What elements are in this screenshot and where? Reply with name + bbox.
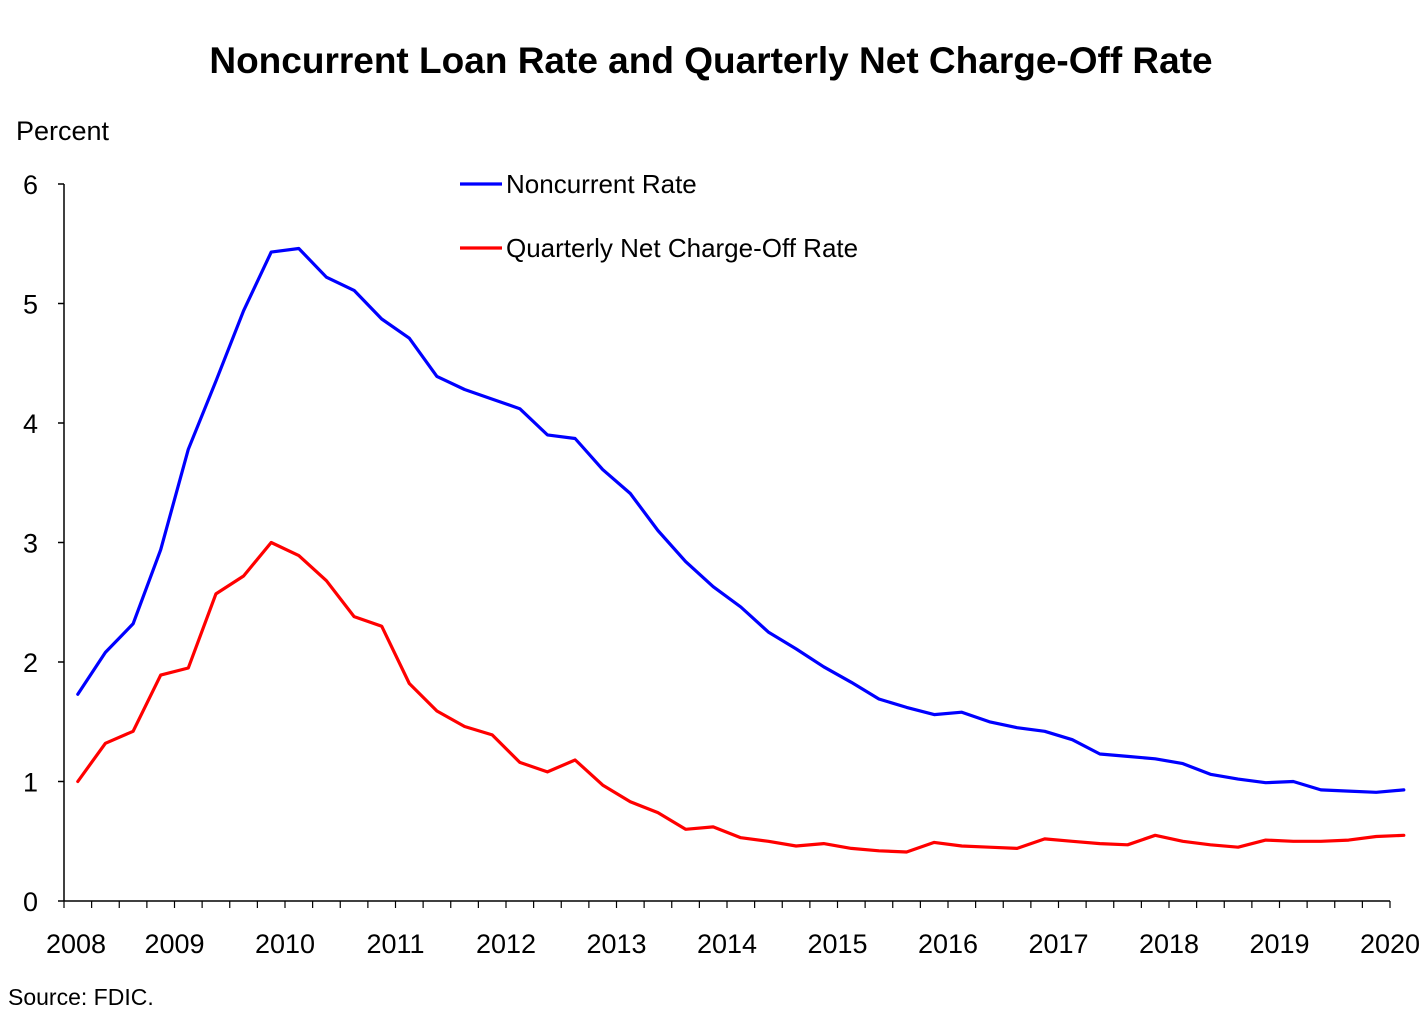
x-tick-label: 2019: [1249, 929, 1309, 959]
x-tick-label: 2015: [807, 929, 867, 959]
legend-label: Quarterly Net Charge-Off Rate: [506, 233, 858, 263]
series-line-noncurrent-rate: [76, 246, 1406, 794]
y-tick-label: 6: [23, 170, 38, 200]
x-tick-label: 2014: [697, 929, 757, 959]
chart-title: Noncurrent Loan Rate and Quarterly Net C…: [209, 40, 1213, 81]
y-tick-label: 2: [23, 648, 38, 678]
series-line-net-charge-off-rate: [76, 540, 1406, 854]
y-tick-label: 0: [23, 887, 38, 917]
y-tick-label: 3: [23, 529, 38, 559]
x-tick-label: 2013: [586, 929, 646, 959]
x-tick-label: 2018: [1139, 929, 1199, 959]
y-tick-label: 1: [23, 768, 38, 798]
x-tick-label: 2016: [918, 929, 978, 959]
x-tick-label: 2020: [1360, 929, 1420, 959]
x-tick-label: 2017: [1028, 929, 1088, 959]
x-tick-label: 2010: [255, 929, 315, 959]
x-tick-label: 2008: [46, 929, 106, 959]
x-tick-label: 2011: [366, 929, 424, 959]
legend-label: Noncurrent Rate: [506, 169, 697, 199]
y-tick-label: 5: [23, 290, 38, 320]
x-tick-label: 2009: [144, 929, 204, 959]
x-tick-label: 2012: [476, 929, 536, 959]
source-note: Source: FDIC.: [8, 984, 154, 1010]
y-tick-label: 4: [23, 409, 38, 439]
y-axis-label: Percent: [16, 116, 110, 146]
